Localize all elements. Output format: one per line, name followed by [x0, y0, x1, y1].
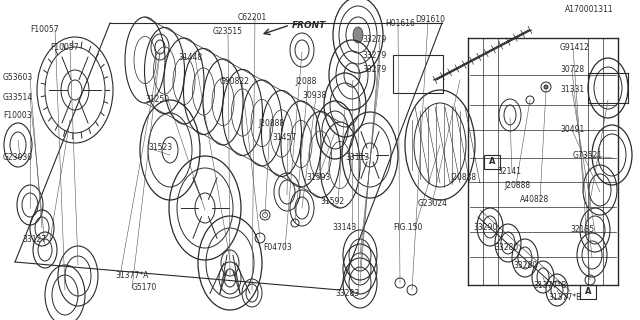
Text: 31377*A: 31377*A: [115, 271, 148, 281]
Text: 31457: 31457: [272, 133, 296, 142]
Text: G23515: G23515: [213, 28, 243, 36]
Text: G91412: G91412: [560, 44, 590, 52]
Text: D91610: D91610: [415, 15, 445, 25]
Text: G5170: G5170: [132, 284, 157, 292]
Text: J20888: J20888: [258, 119, 284, 129]
Text: 31250: 31250: [145, 94, 169, 103]
Text: F10057: F10057: [30, 26, 59, 35]
Text: G73521: G73521: [573, 150, 603, 159]
Text: G33514: G33514: [3, 92, 33, 101]
Text: A: A: [489, 157, 495, 166]
Text: 30491: 30491: [560, 125, 584, 134]
Text: 33143: 33143: [332, 223, 356, 233]
Bar: [484, 155, 500, 169]
Text: J20888: J20888: [450, 173, 476, 182]
Text: 33279: 33279: [362, 51, 387, 60]
Text: F04703: F04703: [263, 244, 292, 252]
Text: 33290: 33290: [473, 222, 497, 231]
Text: 31377*B: 31377*B: [548, 293, 581, 302]
Text: C62201: C62201: [238, 13, 268, 22]
Bar: [393, 55, 443, 93]
Text: 31592: 31592: [320, 197, 344, 206]
Text: 33279: 33279: [362, 36, 387, 44]
Text: 30728: 30728: [560, 66, 584, 75]
Text: 30938: 30938: [302, 91, 326, 100]
Text: 33280: 33280: [494, 244, 518, 252]
Text: J2088: J2088: [295, 77, 316, 86]
Text: F10057: F10057: [50, 44, 79, 52]
Text: 31448: 31448: [178, 52, 202, 61]
Text: 33113: 33113: [345, 153, 369, 162]
Ellipse shape: [353, 27, 363, 43]
Text: 33280: 33280: [513, 260, 537, 269]
Text: 31377*B: 31377*B: [533, 281, 566, 290]
Text: 31331: 31331: [560, 85, 584, 94]
Text: 33283: 33283: [335, 289, 359, 298]
Text: 31523: 31523: [148, 143, 172, 153]
Text: FIG.150: FIG.150: [393, 223, 422, 233]
Text: 32135: 32135: [570, 226, 594, 235]
Text: G90822: G90822: [220, 77, 250, 86]
Text: A40828: A40828: [520, 196, 549, 204]
Text: H01616: H01616: [385, 20, 415, 28]
Text: G53603: G53603: [3, 74, 33, 83]
Text: F10003: F10003: [3, 110, 31, 119]
Bar: [580, 285, 596, 299]
Text: 33127: 33127: [22, 236, 46, 244]
Text: J20888: J20888: [504, 180, 530, 189]
Text: G23030: G23030: [3, 154, 33, 163]
Text: G23024: G23024: [418, 199, 448, 209]
Text: 33279: 33279: [362, 65, 387, 74]
Text: 32141: 32141: [497, 167, 521, 177]
Text: 31593: 31593: [306, 173, 330, 182]
Text: A: A: [585, 287, 591, 297]
Text: A170001311: A170001311: [565, 5, 614, 14]
Circle shape: [544, 85, 548, 89]
Text: FRONT: FRONT: [292, 20, 326, 29]
